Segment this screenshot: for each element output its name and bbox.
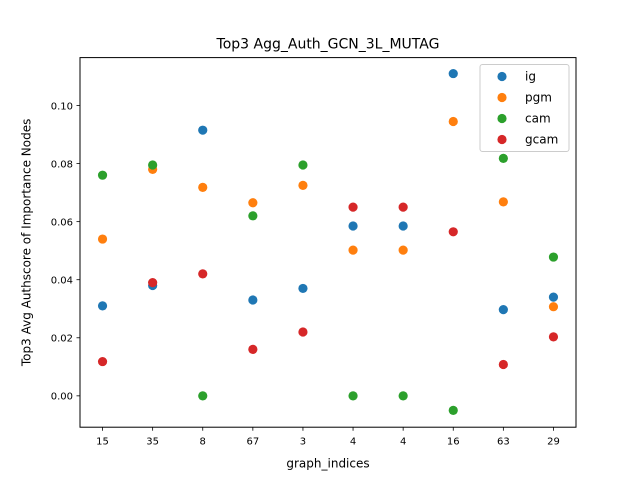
x-tick-label: 16: [447, 437, 460, 448]
x-axis-ticks: 15 35 8 67 3 4 4 16 63 29: [96, 427, 560, 448]
point-cam-4: [298, 160, 308, 170]
point-gcam-6: [398, 202, 408, 212]
point-gcam-8: [498, 359, 508, 370]
point-pgm-2: [198, 182, 208, 192]
point-gcam-3: [248, 344, 258, 354]
x-tick-label: 15: [96, 437, 109, 448]
y-tick-label: 0.00: [51, 392, 73, 403]
point-cam-5: [348, 391, 358, 401]
y-tick-label: 0.04: [51, 276, 73, 287]
x-tick-label: 29: [547, 437, 560, 448]
legend-label-gcam: gcam: [525, 133, 558, 147]
point-pgm-9: [548, 302, 559, 312]
point-cam-8: [498, 153, 508, 163]
point-pgm-7: [448, 116, 458, 127]
point-pgm-4: [298, 180, 308, 190]
legend-label-pgm: pgm: [525, 91, 552, 105]
y-axis-ticks: 0.00 0.02 0.04 0.06 0.08 0.10: [51, 101, 80, 403]
y-tick-label: 0.06: [51, 217, 73, 228]
x-tick-label: 4: [400, 437, 406, 448]
point-gcam-1: [148, 278, 158, 288]
plot-area-frame: [79, 57, 577, 428]
legend-box: [479, 64, 570, 152]
point-ig-6: [398, 221, 408, 231]
point-ig-4: [298, 283, 308, 294]
point-gcam-7: [448, 227, 458, 237]
point-cam-7: [448, 405, 458, 415]
point-ig-5: [348, 221, 358, 231]
point-pgm-5: [348, 245, 358, 255]
y-tick-label: 0.08: [51, 159, 73, 170]
y-axis-label: Top3 Avg Authscore of Importance Nodes: [20, 119, 34, 367]
point-gcam-0: [97, 356, 108, 367]
point-cam-9: [548, 252, 559, 262]
data-points: [97, 68, 559, 415]
point-ig-7: [448, 68, 458, 79]
legend-marker-ig: [497, 71, 507, 82]
point-pgm-8: [498, 197, 508, 207]
y-tick-label: 0.10: [51, 101, 73, 112]
point-cam-3: [248, 211, 258, 221]
legend: ig pgm cam gcam: [479, 64, 570, 152]
x-tick-label: 63: [497, 437, 510, 448]
y-tick-label: 0.02: [51, 334, 73, 345]
point-ig-2: [198, 125, 208, 135]
x-axis-label: graph_indices: [286, 457, 369, 471]
point-ig-0: [97, 301, 108, 311]
x-tick-label: 35: [146, 437, 159, 448]
point-cam-6: [398, 391, 408, 401]
x-tick-label: 67: [246, 437, 259, 448]
point-gcam-4: [298, 327, 308, 337]
point-pgm-0: [97, 234, 108, 244]
chart-title: Top3 Agg_Auth_GCN_3L_MUTAG: [216, 37, 440, 53]
point-gcam-9: [548, 332, 559, 342]
x-tick-label: 8: [200, 437, 206, 448]
legend-marker-cam: [497, 113, 507, 124]
legend-label-ig: ig: [525, 70, 536, 84]
point-cam-0: [97, 170, 108, 180]
legend-marker-pgm: [497, 92, 507, 103]
point-ig-3: [248, 295, 258, 305]
point-cam-2: [198, 391, 208, 401]
point-cam-1: [148, 160, 158, 170]
legend-marker-gcam: [497, 134, 507, 145]
point-pgm-6: [398, 245, 408, 255]
point-gcam-2: [198, 269, 208, 279]
point-gcam-5: [348, 202, 358, 212]
point-pgm-3: [248, 198, 258, 208]
point-ig-8: [498, 305, 508, 315]
x-tick-label: 4: [350, 437, 356, 448]
legend-label-cam: cam: [525, 112, 551, 126]
x-tick-label: 3: [300, 437, 306, 448]
point-ig-9: [548, 292, 559, 302]
